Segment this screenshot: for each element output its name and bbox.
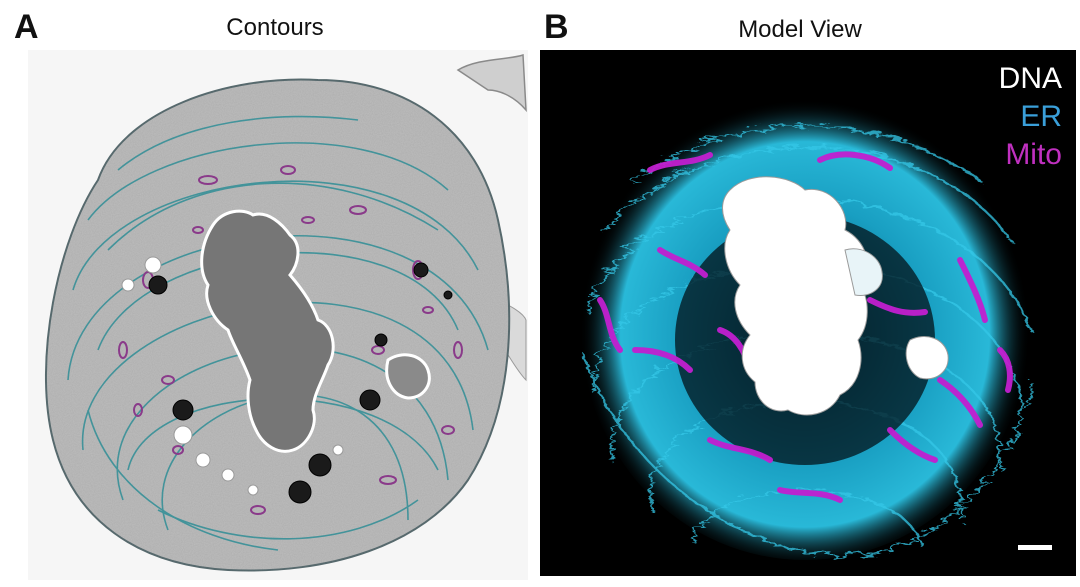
panel-b-title: Model View	[738, 16, 862, 43]
contours-image	[28, 50, 528, 580]
contours-micrograph	[28, 50, 528, 580]
panel-a-letter: A	[14, 8, 39, 46]
legend-dna: DNA	[998, 62, 1062, 95]
scale-bar	[1018, 545, 1052, 550]
model-legend: DNA ER Mito	[999, 60, 1062, 174]
panel-a-title: Contours	[226, 14, 324, 41]
dna-model	[722, 176, 868, 416]
model-view-render: DNA ER Mito	[540, 50, 1076, 576]
legend-er: ER	[1020, 100, 1062, 133]
model-view-image	[540, 50, 1076, 576]
nucleus	[200, 209, 335, 453]
panel-b-letter: B	[544, 8, 569, 46]
legend-mito: Mito	[1005, 138, 1062, 171]
